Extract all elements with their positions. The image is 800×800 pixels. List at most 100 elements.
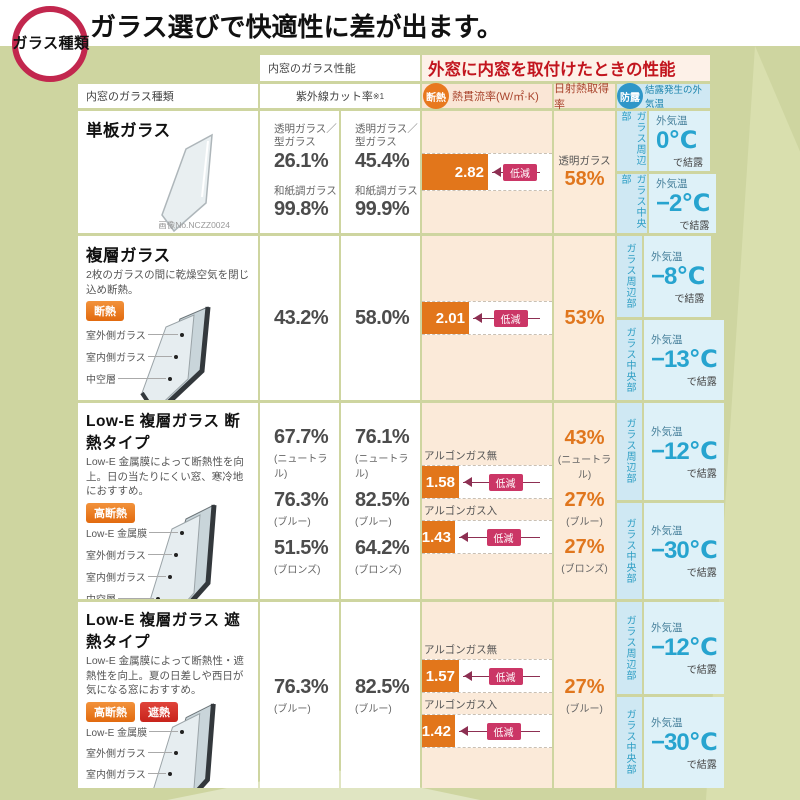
diagram-label: 室外側ガラス xyxy=(86,745,178,760)
reduce-badge: 低減 xyxy=(486,528,521,546)
glass-type-title: 単板ガラス xyxy=(86,122,171,140)
section-circle-badge xyxy=(12,6,88,82)
diagram-label: Low-E 金属膜 xyxy=(86,724,184,739)
diagram-label: 室内側ガラス xyxy=(86,766,172,781)
row-double-glass-type: 複層ガラス 2枚のガラスの間に乾燥空気を閉じ込め断熱。 断熱 室外側ガラス 室内… xyxy=(78,236,258,400)
dew-pair: ガラス周辺部 外気温 −8℃ で結露 xyxy=(617,236,712,317)
diagram-label: 室外側ガラス xyxy=(86,547,178,562)
reduce-badge: 低減 xyxy=(488,473,523,491)
dew-temp-box: 外気温 −30℃ で結露 xyxy=(644,696,724,788)
reduce-badge: 低減 xyxy=(503,163,537,181)
diagram-label: 室外側ガラス xyxy=(86,327,184,342)
bar-fill: 1.43 xyxy=(422,521,455,553)
shading-tag: 遮熱 xyxy=(140,702,178,723)
u-value-bar: 1.58 低減 xyxy=(422,465,552,499)
high-insulation-tag: 高断熱 xyxy=(86,503,135,524)
glass-pane-diagram: 室外側ガラス 室内側ガラス 中空層 乾燥剤 画像No.NCZZ0009 xyxy=(86,306,250,400)
outer-window-performance-header: 外窓に内窓を取付けたときの性能 xyxy=(422,55,710,81)
dew-zone-label: ガラス周辺部 xyxy=(617,111,647,171)
section-circle-label: ガラス種類 xyxy=(12,35,90,52)
dew-column-header: 防露 結露発生の外気温 xyxy=(617,83,710,110)
dew-temp-box: 外気温 −12℃ で結露 xyxy=(644,602,724,694)
dew-temp-box: 外気温 −13℃ で結露 xyxy=(644,319,724,400)
bar-fill: 1.57 xyxy=(422,660,459,692)
solar-gain-cell: 27% (ブルー) xyxy=(554,602,615,788)
u-bar-group: アルゴンガス無 1.57 低減 xyxy=(422,642,552,693)
glass-pane-diagram: Low-E 金属膜 室外側ガラス 室内側ガラス 中空層 室外 室内 乾燥剤 画像… xyxy=(86,504,250,599)
u-value-cell: アルゴンガス無 1.58 低減 アルゴンガス入 1.43 低減 xyxy=(422,403,552,599)
uv-rate-cell: 透明ガラス／型ガラス 45.4% 和紙調ガラス 99.9% xyxy=(341,111,420,233)
uv-rate-cell: 67.7% (ニュートラル) 76.3% (ブルー) 51.5% (ブロンズ) xyxy=(260,403,339,599)
glass-pane-diagram: 画像No.NCZZ0024 xyxy=(86,133,250,233)
dew-pair: ガラス中央部 外気温 −30℃ で結露 xyxy=(617,502,724,599)
image-number-caption: 画像No.NCZZ0024 xyxy=(158,220,230,230)
reduce-arrow: 低減 xyxy=(488,154,552,190)
dew-temp-box: 外気温 −8℃ で結露 xyxy=(644,236,712,317)
uv-entry: 76.3% (ブルー) xyxy=(274,489,329,528)
dew-temp-box: 外気温 −30℃ で結露 xyxy=(644,502,724,599)
uv-entry: 82.5% (ブルー) xyxy=(355,489,410,528)
solar-entry: 透明ガラス 58% xyxy=(558,155,611,190)
u-value-bar: 1.57 低減 xyxy=(422,659,552,693)
u-value-column-header: 断熱 熱貫流率(W/㎡·K) xyxy=(422,83,552,109)
dew-zone-label: ガラス周辺部 xyxy=(617,403,642,500)
dew-pair: ガラス周辺部 外気温 −12℃ で結露 xyxy=(617,403,724,500)
uv-entry: 和紙調ガラス 99.9% xyxy=(355,184,418,221)
dew-pair: ガラス中央部 外気温 −2℃ で結露 xyxy=(617,173,717,233)
reduce-arrow: 低減 xyxy=(455,521,552,553)
dew-label: 結露発生の外気温 xyxy=(645,85,703,110)
reduce-badge: 低減 xyxy=(488,667,523,685)
u-value-bar: 2.82 低減 xyxy=(422,153,552,191)
u-value-bar: 1.42 低減 xyxy=(422,714,552,748)
uv-entry: 透明ガラス／型ガラス 45.4% xyxy=(355,122,418,172)
dew-temp-box: 外気温 0℃ で結露 xyxy=(649,111,710,171)
bar-fill: 1.58 xyxy=(422,466,459,498)
u-bar-group: アルゴンガス入 1.43 低減 xyxy=(422,503,552,554)
reduce-arrow: 低減 xyxy=(455,715,552,747)
u-bar-group: アルゴンガス入 1.42 低減 xyxy=(422,697,552,748)
dew-cell: ガラス周辺部 外気温 −8℃ で結露 ガラス中央部 外気温 −13℃ で結露 xyxy=(617,236,724,400)
row-lowe-insulation-type: Low-E 複層ガラス 断熱タイプ Low-E 金属膜によって断熱性を向上。日の… xyxy=(78,403,258,599)
diagram-label: 中空層 xyxy=(86,371,172,386)
diagram-label: 室内側ガラス xyxy=(86,349,178,364)
uv-rate-cell: 58.0% xyxy=(341,236,420,400)
page-title: ガラス選びで快適性に差が出ます。 xyxy=(90,12,503,42)
solar-gain-cell: 43% (ニュートラル) 27% (ブルー) 27% (ブロンズ) xyxy=(554,403,615,599)
feature-badges: 高断熱 xyxy=(86,503,250,524)
row-single-glass-type: 単板ガラス 画像No.NCZZ0024 xyxy=(78,111,258,233)
u-bar-group: アルゴンガス無 1.58 低減 xyxy=(422,448,552,499)
diagram-label: Low-E 金属膜 xyxy=(86,525,184,540)
solar-entry: 27% (ブルー) xyxy=(564,675,605,715)
dew-zone-label: ガラス中央部 xyxy=(617,319,642,400)
row-lowe-shading-type: Low-E 複層ガラス 遮熱タイプ Low-E 金属膜によって断熱性・遮熱性を向… xyxy=(78,602,258,788)
dew-cell: ガラス周辺部 外気温 −12℃ で結露 ガラス中央部 外気温 −30℃ で結露 xyxy=(617,403,724,599)
glass-type-column-header: 内窓のガラス種類 xyxy=(78,84,258,108)
dew-zone-label: ガラス中央部 xyxy=(617,502,642,599)
solar-gain-cell: 透明ガラス 58% xyxy=(554,111,615,233)
insulation-tag: 断熱 xyxy=(86,301,124,322)
uv-entry: 82.5% (ブルー) xyxy=(355,675,410,715)
glass-type-title: Low-E 複層ガラス 遮熱タイプ xyxy=(86,612,241,651)
u-value-label: 熱貫流率(W/㎡·K) xyxy=(452,91,539,103)
uv-entry: 76.1% (ニュートラル) xyxy=(355,426,410,480)
reduce-arrow: 低減 xyxy=(459,660,552,692)
diagram-label: 中空層 xyxy=(86,591,160,599)
single-pane-icon xyxy=(161,133,213,233)
bar-fill: 2.82 xyxy=(422,154,488,190)
solar-gain-column-header: 日射熱取得率 xyxy=(554,83,615,111)
bar-fill: 1.42 xyxy=(422,715,455,747)
uv-entry: 76.3% (ブルー) xyxy=(274,675,329,715)
u-value-bar: 2.01 低減 xyxy=(422,301,552,335)
glass-type-title: 複層ガラス xyxy=(86,247,171,265)
dew-cell: ガラス周辺部 外気温 −12℃ で結露 ガラス中央部 外気温 −30℃ で結露 xyxy=(617,602,724,788)
bar-fill: 2.01 xyxy=(422,302,469,334)
dew-zone-label: ガラス中央部 xyxy=(617,173,647,233)
reduce-arrow: 低減 xyxy=(459,466,552,498)
glass-type-description: Low-E 金属膜によって断熱性を向上。日の当たりにくい窓、寒冷地におすすめ。 xyxy=(86,456,244,498)
dew-temp-box: 外気温 −12℃ で結露 xyxy=(644,403,724,500)
uv-entry: 51.5% (ブロンズ) xyxy=(274,537,329,576)
dew-zone-label: ガラス周辺部 xyxy=(617,236,642,317)
reduce-badge: 低減 xyxy=(486,722,521,740)
uv-cut-rate-label: 紫外線カット率 xyxy=(295,91,373,103)
uv-cut-rate-header: 紫外線カット率 ※1 xyxy=(260,84,420,108)
